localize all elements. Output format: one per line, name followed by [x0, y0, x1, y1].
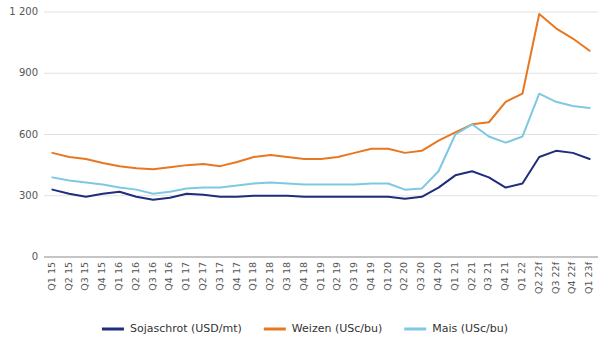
- y-tick-label: 900: [19, 67, 38, 78]
- chart: 0 300 600 900 1 200 Q1 15 Q2 15 Q3 15 Q4 15 Q1 16…: [0, 0, 610, 343]
- legend-swatch: [102, 328, 124, 331]
- x-tick-label: Q3 18: [281, 262, 292, 291]
- legend-label: Mais (USc/bu): [432, 322, 508, 335]
- x-tick-label: Q4 19: [365, 262, 376, 291]
- x-tick-label: Q4 15: [96, 262, 107, 291]
- x-tick-label: Q2 19: [331, 262, 342, 291]
- grid-line: [44, 12, 598, 13]
- x-tick-label: Q4 20: [432, 262, 443, 291]
- legend-label: Weizen (USc/bu): [292, 322, 382, 335]
- grid-line: [44, 257, 598, 258]
- x-tick-label: Q2 16: [130, 262, 141, 291]
- x-tick-label: Q4 16: [163, 262, 174, 291]
- x-tick-label: Q2 17: [197, 262, 208, 291]
- y-tick-label: 0: [32, 251, 38, 262]
- x-tick-label: Q1 23f: [583, 261, 594, 294]
- legend-label: Sojaschrot (USD/mt): [130, 322, 242, 335]
- series-line: [52, 14, 589, 169]
- legend-item: Sojaschrot (USD/mt): [102, 322, 242, 335]
- y-axis: 0 300 600 900 1 200: [9, 6, 598, 262]
- x-tick-label: Q2 21: [466, 262, 477, 291]
- x-tick-label: Q3 22f: [550, 261, 561, 294]
- x-tick-label: Q3 17: [214, 262, 225, 291]
- x-tick-label: Q1 21: [449, 262, 460, 291]
- legend-swatch: [264, 328, 286, 331]
- x-tick-label: Q3 20: [415, 262, 426, 291]
- x-tick-label: Q3 16: [147, 262, 158, 291]
- x-axis: Q1 15 Q2 15 Q3 15 Q4 15 Q1 16 Q2 16 Q3 16 Q4 16…: [46, 261, 594, 294]
- x-tick-label: Q3 19: [348, 262, 359, 291]
- x-tick-label: Q2 22f: [533, 261, 544, 294]
- x-tick-label: Q4 22f: [566, 261, 577, 294]
- x-axis-line: [44, 257, 598, 258]
- x-tick-label: Q2 15: [63, 262, 74, 291]
- series-line: [52, 94, 589, 194]
- x-tick-label: Q3 21: [482, 262, 493, 291]
- x-tick-label: Q2 20: [398, 262, 409, 291]
- legend: Sojaschrot (USD/mt) Weizen (USc/bu) Mais (…: [102, 322, 508, 335]
- grid-line: [44, 73, 598, 74]
- x-tick-label: Q4 21: [499, 262, 510, 291]
- x-tick-label: Q1 20: [382, 262, 393, 291]
- plot-area: [52, 14, 589, 200]
- legend-item: Mais (USc/bu): [404, 322, 508, 335]
- x-tick-label: Q4 17: [231, 262, 242, 291]
- y-tick-label: 1 200: [9, 6, 38, 17]
- x-tick-label: Q1 22: [516, 262, 527, 291]
- x-tick-label: Q4 18: [298, 262, 309, 291]
- legend-item: Weizen (USc/bu): [264, 322, 382, 335]
- y-tick-label: 600: [19, 129, 38, 140]
- x-tick-label: Q1 19: [315, 262, 326, 291]
- x-tick-label: Q1 18: [247, 262, 258, 291]
- x-tick-label: Q1 17: [180, 262, 191, 291]
- x-tick-label: Q1 15: [46, 262, 57, 291]
- x-tick-label: Q2 18: [264, 262, 275, 291]
- legend-swatch: [404, 328, 426, 331]
- y-tick-label: 300: [19, 190, 38, 201]
- x-tick-label: Q1 16: [113, 262, 124, 291]
- x-tick-label: Q3 15: [79, 262, 90, 291]
- grid-line: [44, 134, 598, 135]
